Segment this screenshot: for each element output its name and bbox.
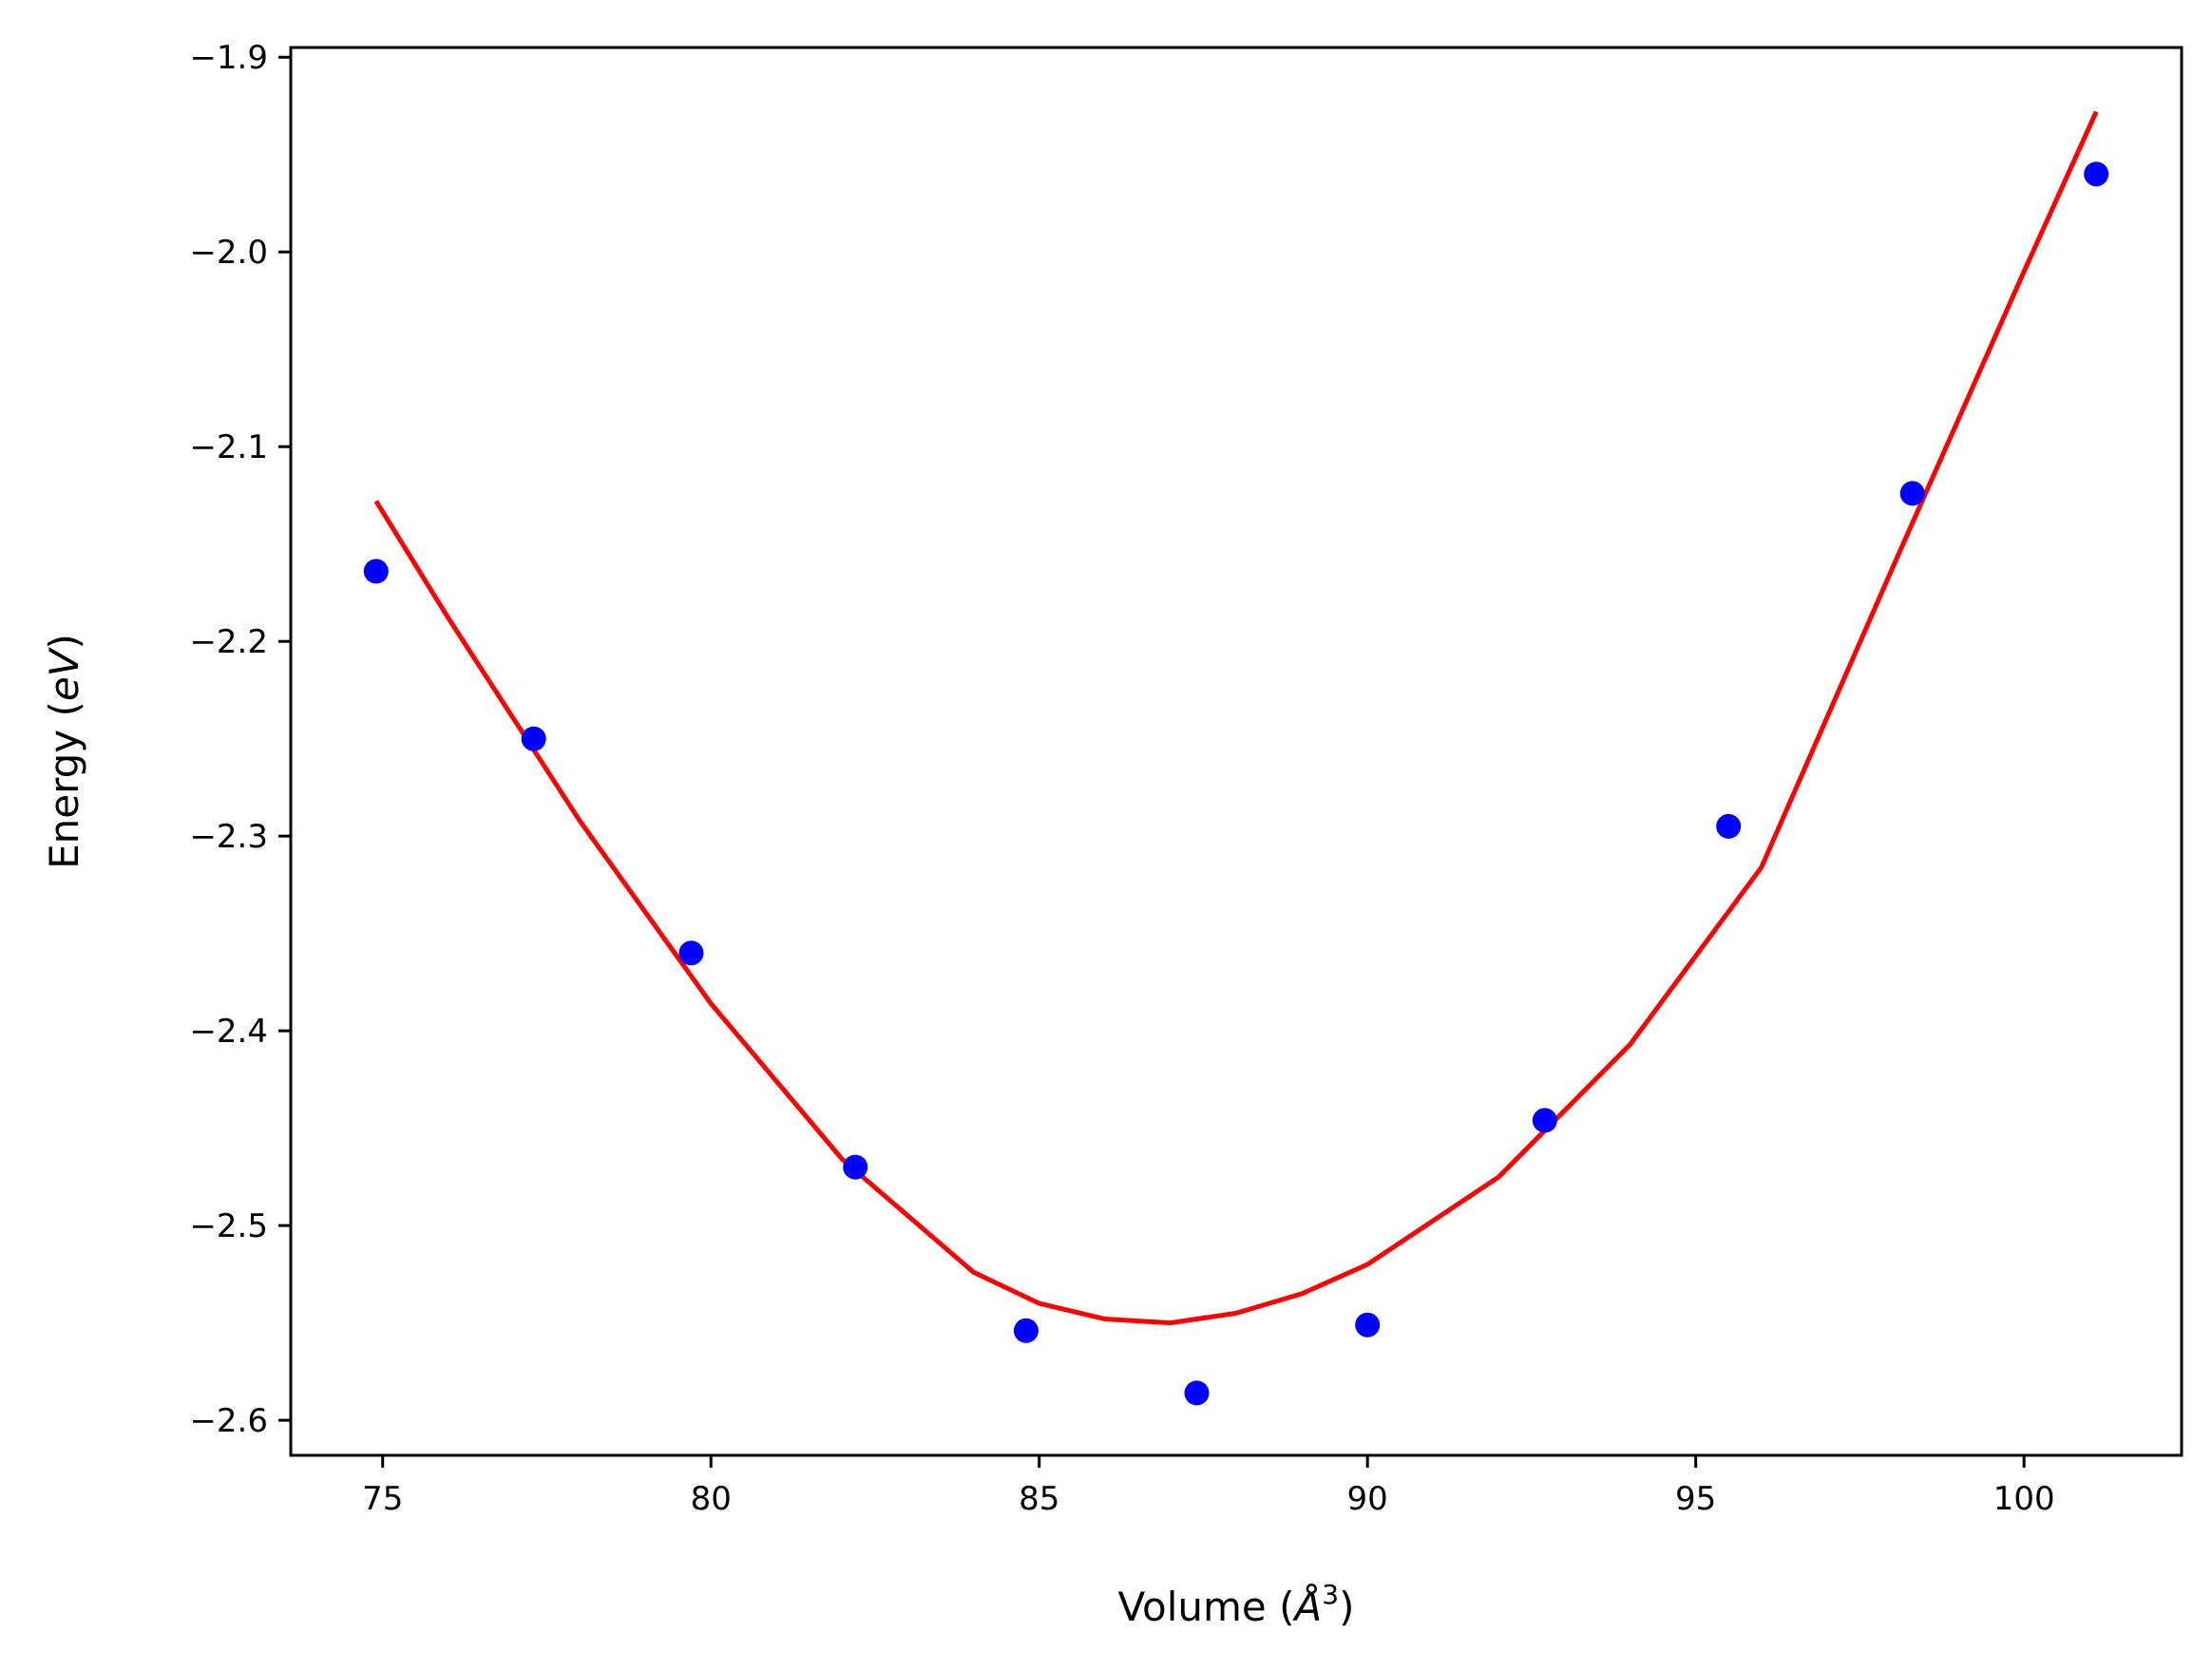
y-tick-label: −2.4	[189, 1013, 268, 1051]
y-tick-label: −2.2	[189, 623, 268, 661]
x-tick-label: 75	[362, 1480, 403, 1518]
data-point	[1013, 1318, 1039, 1343]
fit-curve	[373, 110, 2099, 1326]
data-point	[1532, 1108, 1557, 1133]
plot-area	[363, 110, 2109, 1406]
data-point	[521, 726, 546, 751]
data-point	[843, 1154, 868, 1180]
data-point	[1184, 1380, 1210, 1406]
y-axis-label-unit: eV	[41, 646, 87, 701]
x-tick-label: 80	[691, 1480, 732, 1518]
data-point	[1899, 481, 1925, 506]
data-point	[2084, 161, 2109, 187]
y-axis-label-suffix: )	[41, 634, 87, 649]
x-axis-label-superscript: 3	[1322, 1579, 1339, 1610]
data-point	[363, 559, 389, 584]
data-point	[1355, 1312, 1381, 1338]
data-point	[1716, 813, 1742, 839]
x-axis-label-suffix: )	[1339, 1584, 1354, 1630]
x-axis-label-prefix: Volume (	[1118, 1584, 1295, 1630]
y-tick-label: −2.6	[189, 1402, 268, 1440]
x-tick-label: 90	[1347, 1480, 1388, 1518]
y-axis: −1.9 −2.0 −2.1 −2.2 −2.3 −2.4 −2.5 −2.6	[189, 39, 291, 1440]
data-point	[678, 940, 704, 966]
y-axis-label-prefix: Energy (	[41, 701, 87, 869]
y-tick-label: −2.0	[189, 234, 268, 272]
x-tick-label: 100	[1993, 1480, 2055, 1518]
x-axis-label: Volume (Å3)	[1118, 1579, 1355, 1630]
y-tick-label: −1.9	[189, 39, 268, 77]
x-axis: 75 80 85 90 95 100	[362, 1455, 2055, 1518]
x-tick-label: 95	[1675, 1480, 1716, 1518]
axes-frame	[289, 46, 2183, 1457]
y-tick-label: −2.5	[189, 1207, 268, 1245]
y-axis-label: Energy (eV)	[41, 634, 87, 869]
x-tick-label: 85	[1019, 1480, 1059, 1518]
y-tick-label: −2.1	[189, 428, 268, 466]
x-axis-label-unit: Å	[1292, 1583, 1323, 1630]
y-tick-label: −2.3	[189, 818, 268, 856]
